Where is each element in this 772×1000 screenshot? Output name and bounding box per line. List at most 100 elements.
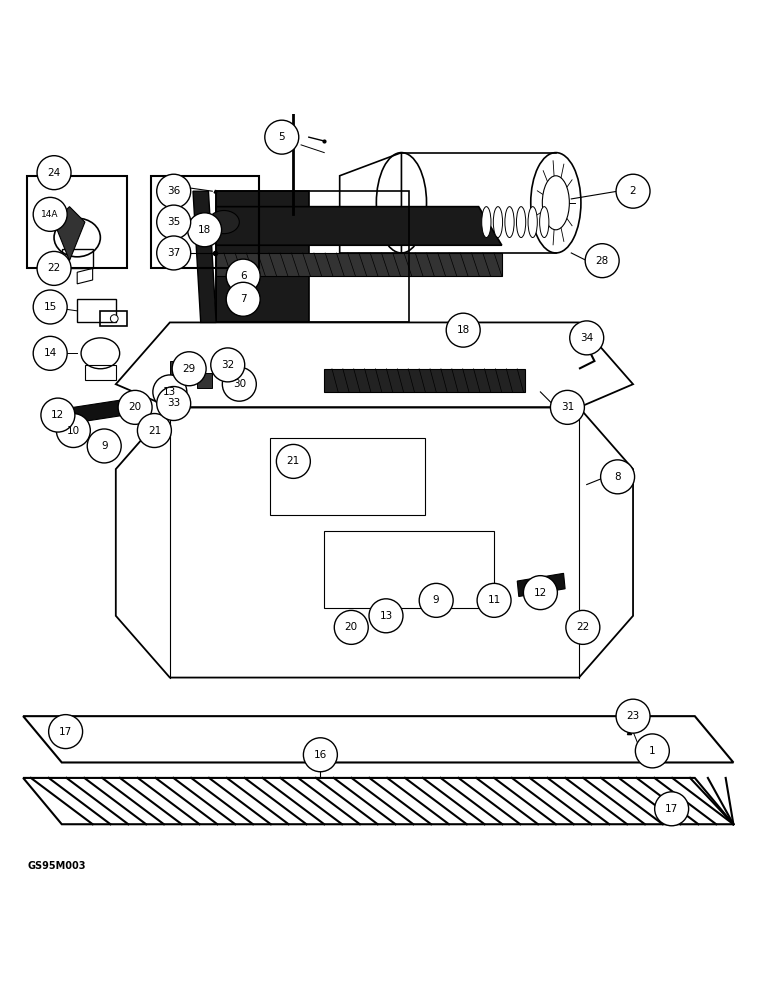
Text: 21: 21 [147,426,161,436]
Circle shape [566,610,600,644]
Circle shape [137,414,171,448]
Circle shape [265,120,299,154]
Text: 14: 14 [43,348,57,358]
Text: 22: 22 [47,263,61,273]
Circle shape [601,460,635,494]
Text: 18: 18 [456,325,470,335]
Text: 20: 20 [344,622,358,632]
Circle shape [118,390,152,424]
Text: 16: 16 [313,750,327,760]
Ellipse shape [208,211,239,234]
Ellipse shape [530,153,581,253]
Text: 9: 9 [433,595,439,605]
Polygon shape [193,191,216,322]
Text: 6: 6 [240,271,246,281]
Text: 17: 17 [665,804,679,814]
Ellipse shape [482,207,491,238]
Text: 36: 36 [167,186,181,196]
Text: 11: 11 [487,595,501,605]
Text: 5: 5 [279,132,285,142]
Ellipse shape [505,207,514,238]
Circle shape [226,282,260,316]
Circle shape [585,244,619,278]
Circle shape [477,583,511,617]
Polygon shape [170,361,185,376]
Text: 23: 23 [626,711,640,721]
Circle shape [49,715,83,749]
Text: GS95M003: GS95M003 [27,861,86,871]
Bar [62,249,93,268]
Circle shape [87,429,121,463]
Polygon shape [54,207,85,261]
Circle shape [188,213,222,247]
Text: 35: 35 [167,217,181,227]
Circle shape [157,205,191,239]
Circle shape [157,387,191,420]
Circle shape [211,348,245,382]
Text: 1: 1 [649,746,655,756]
Text: 15: 15 [43,302,57,312]
Circle shape [157,236,191,270]
Text: 28: 28 [595,256,609,266]
Circle shape [616,174,650,208]
Polygon shape [216,191,309,322]
Text: 34: 34 [580,333,594,343]
Text: 10: 10 [66,426,80,436]
Text: 20: 20 [128,402,142,412]
Text: 30: 30 [232,379,246,389]
Polygon shape [216,253,502,276]
Circle shape [276,444,310,478]
Circle shape [37,251,71,285]
Ellipse shape [54,218,100,257]
Circle shape [37,156,71,190]
Circle shape [334,610,368,644]
Bar [324,531,494,608]
Text: 13: 13 [379,611,393,621]
Circle shape [369,599,403,633]
Circle shape [446,313,480,347]
Circle shape [222,367,256,401]
Circle shape [226,259,260,293]
Bar [151,176,259,268]
Polygon shape [216,207,502,245]
Text: 37: 37 [167,248,181,258]
Circle shape [157,174,191,208]
Ellipse shape [540,207,549,238]
Circle shape [616,699,650,733]
Circle shape [655,792,689,826]
Text: 31: 31 [560,402,574,412]
Text: 12: 12 [533,588,547,598]
Text: 12: 12 [51,410,65,420]
Circle shape [570,321,604,355]
Circle shape [303,738,337,772]
Text: 13: 13 [163,387,177,397]
Bar [27,176,127,268]
Text: 14A: 14A [42,210,59,219]
Ellipse shape [377,153,426,253]
Text: 2: 2 [630,186,636,196]
Circle shape [33,336,67,370]
Circle shape [153,375,187,409]
Ellipse shape [528,207,537,238]
Text: 21: 21 [286,456,300,466]
Circle shape [56,414,90,448]
Circle shape [419,583,453,617]
Text: 7: 7 [240,294,246,304]
Text: 17: 17 [59,727,73,737]
Text: 32: 32 [221,360,235,370]
Ellipse shape [542,176,569,230]
Ellipse shape [516,207,526,238]
Ellipse shape [493,207,503,238]
Circle shape [33,197,67,231]
Polygon shape [197,373,212,388]
Circle shape [172,352,206,386]
Circle shape [635,734,669,768]
Text: 8: 8 [615,472,621,482]
Text: 24: 24 [47,168,61,178]
Polygon shape [324,369,525,392]
Circle shape [550,390,584,424]
Bar [85,365,116,380]
Text: 9: 9 [101,441,107,451]
Text: 22: 22 [576,622,590,632]
Circle shape [523,576,557,610]
